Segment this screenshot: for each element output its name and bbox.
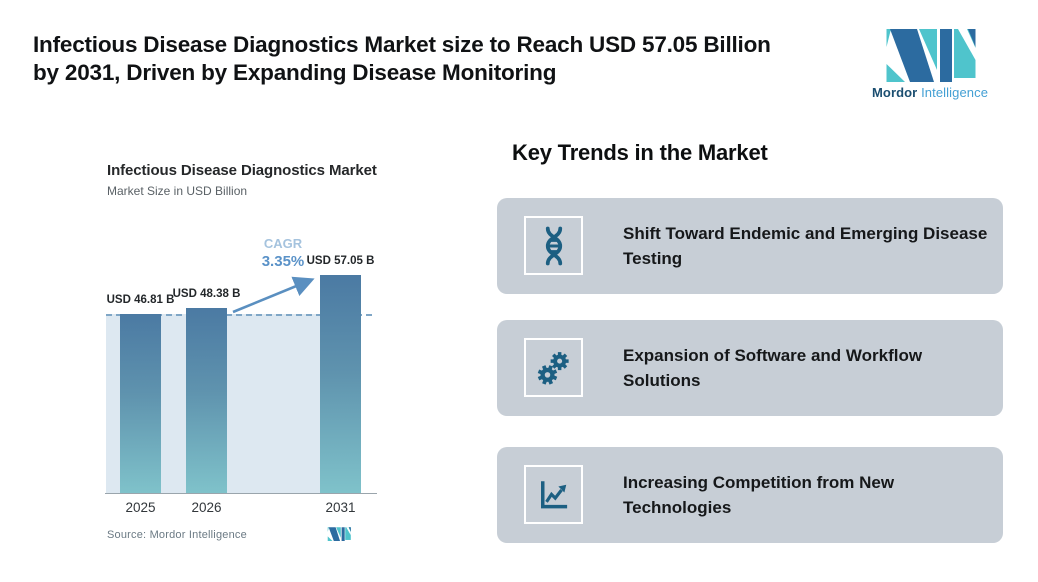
x-tick-2031: 2031 — [325, 500, 356, 515]
chart-title: Infectious Disease Diagnostics Market — [107, 162, 377, 179]
cagr-annotation: CAGR 3.35% — [243, 236, 323, 271]
trends-heading: Key Trends in the Market — [512, 140, 768, 165]
gears-icon — [537, 351, 569, 385]
trend-card-text: Shift Toward Endemic and Emerging Diseas… — [623, 224, 988, 268]
bar-2031 — [320, 275, 361, 493]
x-tick-2025: 2025 — [125, 500, 156, 515]
trend-card-endemic-testing: Shift Toward Endemic and Emerging Diseas… — [497, 198, 1003, 294]
x-tick-2026: 2026 — [191, 500, 222, 515]
dna-helix-icon — [545, 226, 562, 265]
icon-box — [524, 216, 583, 275]
brand-emblem-small-icon — [327, 527, 351, 541]
dashed-reference-line — [106, 314, 376, 317]
brand-emblem-icon — [884, 28, 976, 82]
icon-box — [524, 338, 583, 397]
brand-name: Mordor — [871, 85, 918, 100]
cagr-value: 3.35% — [261, 253, 305, 270]
cagr-label: CAGR — [263, 236, 303, 251]
page-title-line-2: by 2031, Driven by Expanding Disease Mon… — [33, 60, 557, 85]
bar-chart-plot: USD 46.81 B USD 48.38 B USD 57.05 B CAGR… — [105, 236, 377, 515]
brand-wordmark: Mordor Intelligence — [864, 85, 996, 100]
trend-card-new-technologies: Increasing Competition from New Technolo… — [497, 447, 1003, 543]
bar-value-label-2026: USD 48.38 B — [172, 288, 241, 301]
trend-card-text: Expansion of Software and Workflow Solut… — [623, 346, 923, 390]
bar-2025 — [120, 314, 161, 493]
chart-subtitle: Market Size in USD Billion — [107, 184, 248, 198]
page-title-line-1: Infectious Disease Diagnostics Market si… — [33, 32, 771, 57]
source-attribution: Source: Mordor Intelligence — [107, 529, 247, 541]
growth-arrow-icon — [232, 276, 315, 314]
trend-card-text: Increasing Competition from New Technolo… — [623, 473, 895, 517]
mordor-intelligence-logo: Mordor Intelligence — [864, 28, 996, 100]
bar-value-label-2031: USD 57.05 B — [306, 255, 375, 267]
brand-suffix: Intelligence — [921, 85, 989, 100]
bar-2026 — [186, 308, 227, 493]
icon-box — [524, 465, 583, 524]
growth-chart-icon — [540, 480, 567, 508]
bar-value-label-2025: USD 46.81 B — [106, 294, 175, 307]
trend-card-software-workflow: Expansion of Software and Workflow Solut… — [497, 320, 1003, 416]
page-title: Infectious Disease Diagnostics Market si… — [33, 31, 893, 87]
